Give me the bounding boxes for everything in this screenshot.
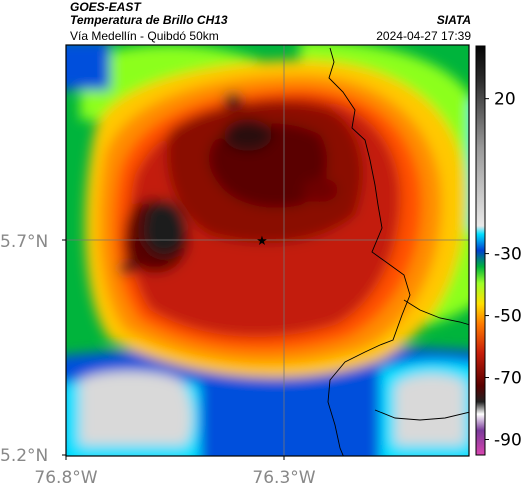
colorbar: 20 -30 -50 -70 -90 bbox=[475, 45, 522, 456]
colorbar-tick-label: -50 bbox=[494, 307, 522, 327]
lon-tick-label: 76.8°W bbox=[34, 468, 97, 488]
brightness-temperature-field: ★ bbox=[66, 45, 469, 456]
colorbar-tick-label: -70 bbox=[494, 369, 522, 389]
datetime-label: 2024-04-27 17:39 bbox=[376, 29, 471, 43]
boundary-branch-line bbox=[403, 299, 469, 326]
organization-label: SIATA bbox=[436, 13, 471, 27]
lat-tick-label: 5.2°N bbox=[0, 446, 48, 466]
colorbar-gradient bbox=[475, 45, 486, 456]
colorbar-tick-label: -30 bbox=[494, 245, 522, 265]
product-title: Temperatura de Brillo CH13 bbox=[70, 13, 228, 27]
boundary-south-line bbox=[374, 409, 469, 421]
star-icon: ★ bbox=[256, 233, 268, 248]
map-frame bbox=[65, 44, 470, 457]
colorbar-tick-label: 20 bbox=[494, 90, 516, 110]
lat-tick-label: 5.7°N bbox=[0, 232, 48, 252]
region-subtitle: Vía Medellín - Quibdó 50km bbox=[70, 29, 219, 43]
source-title: GOES-EAST bbox=[70, 0, 141, 14]
department-boundary-line bbox=[327, 47, 411, 456]
lon-tick-label: 76.3°W bbox=[252, 468, 315, 488]
colorbar-tick-label: -90 bbox=[494, 431, 522, 451]
